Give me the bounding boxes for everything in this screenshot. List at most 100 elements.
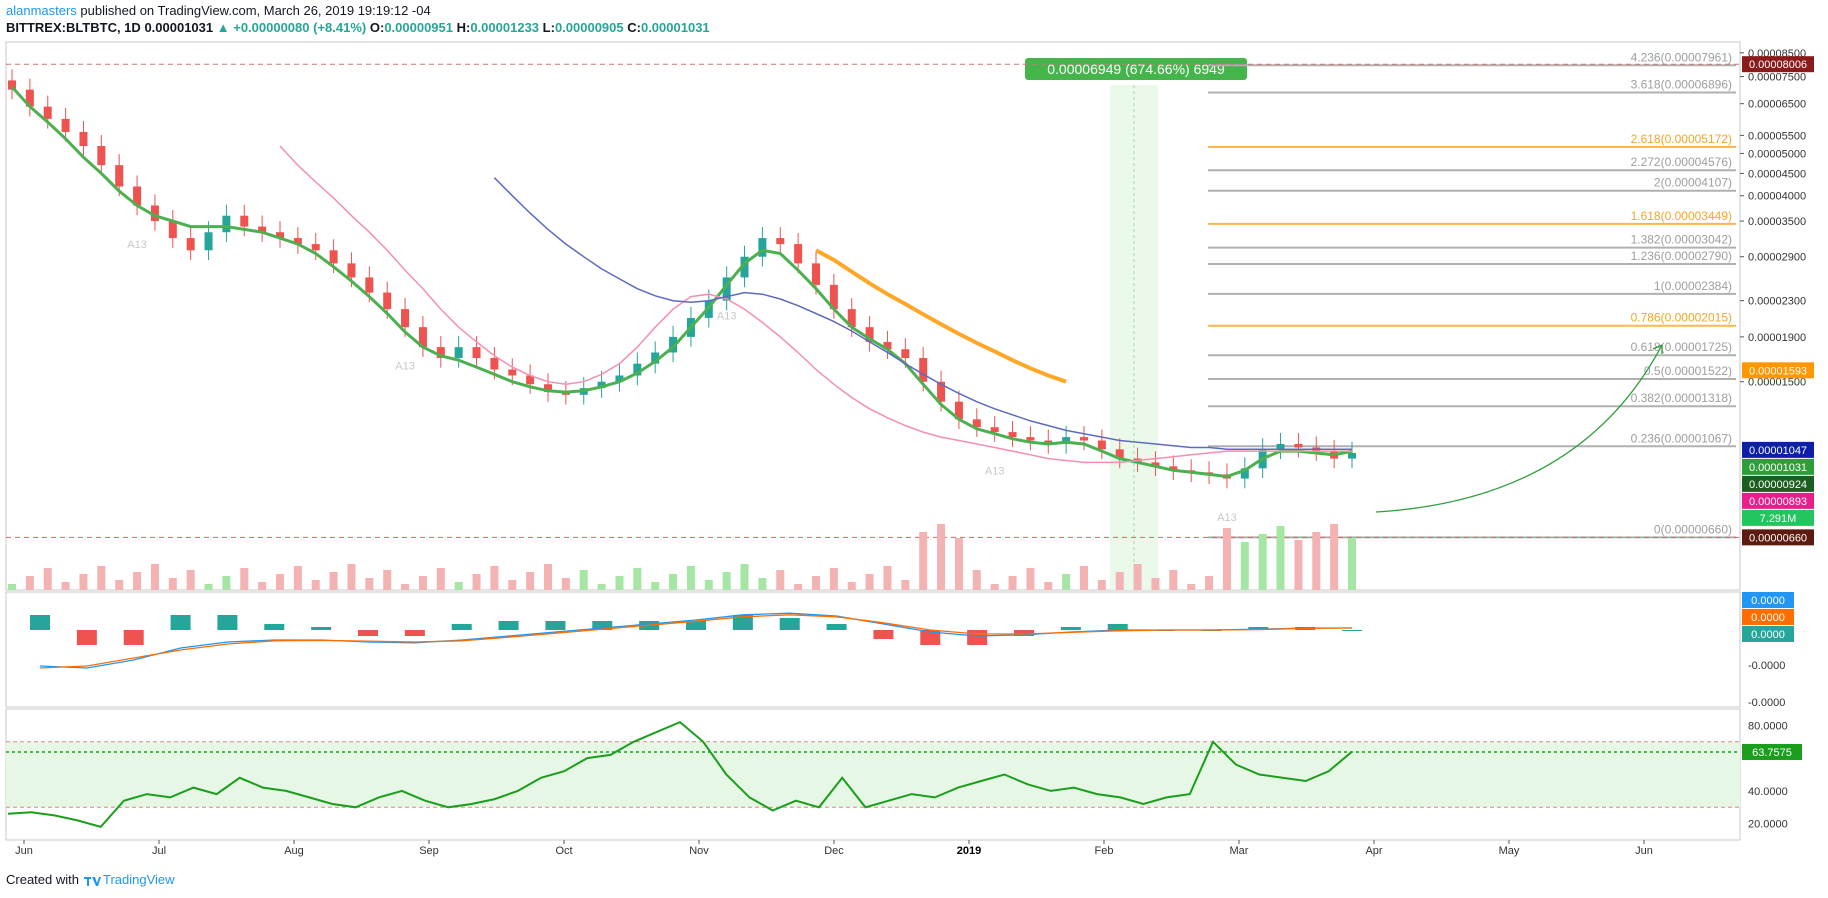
low-label: L: (542, 20, 555, 35)
volume-bar (597, 584, 606, 590)
volume-bar (1348, 538, 1356, 590)
sma-fast-line (10, 85, 1353, 479)
volume-bar (311, 580, 320, 590)
volume-bar (1187, 584, 1196, 590)
symbol-label[interactable]: BITTREX:BLTBTC, 1D (6, 20, 141, 35)
close-label: C: (627, 20, 641, 35)
signal-marker: A13 (127, 239, 147, 251)
candle-body (258, 226, 267, 233)
candle-body (1276, 443, 1285, 450)
volume-bar (1097, 580, 1106, 590)
volume-bar (1062, 574, 1071, 590)
candle-body (186, 238, 195, 251)
macd-histogram-bar (76, 630, 97, 645)
macd-tag (1742, 592, 1794, 608)
volume-bar (436, 568, 445, 590)
fib-level-label: 2(0.00004107) (1654, 176, 1732, 190)
candle-body (150, 205, 159, 222)
candle-body (365, 277, 374, 293)
price-range-badge (1025, 58, 1247, 80)
time-axis-label: Dec (824, 845, 844, 857)
candle-body (311, 244, 320, 251)
candle-body (972, 419, 981, 428)
volume-bar (61, 582, 70, 590)
price-tag (1742, 529, 1814, 546)
candle-body (544, 384, 552, 393)
price-axis-label: 0.00005000 (1748, 148, 1806, 160)
high-value: 0.00001233 (470, 20, 540, 35)
candle-body (25, 89, 34, 107)
fib-level-label: 1(0.00002384) (1654, 279, 1732, 293)
volume-bar (454, 582, 463, 590)
signal-marker: A13 (985, 465, 1005, 477)
macd-histogram-bar (826, 624, 847, 630)
price-tag (1742, 362, 1814, 379)
volume-bar (1044, 582, 1053, 590)
author-link[interactable]: alanmasters (6, 3, 77, 18)
volume-bar (222, 576, 231, 590)
macd-axis-label: -0.0000 (1748, 697, 1785, 709)
candle-body (812, 263, 820, 285)
candle-body (615, 375, 624, 382)
price-tag (1742, 56, 1814, 73)
price-change: ▲ +0.00000080 (+8.41%) (216, 20, 367, 35)
price-tag (1742, 492, 1814, 509)
macd-pane[interactable] (30, 612, 1362, 669)
volume-bar (329, 572, 338, 590)
candle-body (829, 284, 838, 310)
price-axis-label: 0.00003500 (1748, 216, 1806, 228)
fib-level-label: 1.382(0.00003042) (1631, 233, 1732, 247)
macd-tag-label: 0.0000 (1751, 629, 1785, 641)
open-value: 0.00000951 (384, 20, 453, 35)
time-axis-label: Nov (689, 845, 709, 857)
candle-body (133, 186, 142, 206)
candle-body (115, 165, 124, 187)
volume-bar (1008, 576, 1017, 590)
fib-level-label: 2.618(0.00005172) (1631, 132, 1732, 146)
signal-marker: A13 (1217, 512, 1237, 524)
macd-tag (1742, 609, 1794, 625)
volume-bar (97, 566, 106, 590)
time-axis-label: Sep (419, 845, 439, 857)
volume-bar (686, 566, 695, 590)
signal-marker: A13 (395, 360, 415, 372)
candle-body (1151, 462, 1160, 467)
candle-body (222, 215, 231, 233)
volume-bar (865, 574, 874, 590)
macd-histogram-bar (873, 630, 894, 639)
candle-body (776, 238, 785, 245)
volume-bar (972, 570, 981, 590)
volume-bar (204, 584, 213, 590)
candle-body (329, 250, 338, 264)
price-tag-label: 0.00000924 (1749, 479, 1807, 491)
fib-level-label: 0.786(0.00002015) (1631, 311, 1732, 325)
rsi-pane[interactable] (6, 720, 1740, 829)
volume-bar (1240, 542, 1249, 590)
rsi-last-tag (1742, 743, 1802, 760)
candle-body (61, 118, 70, 132)
volume-bar (883, 566, 892, 590)
macd-histogram-bar (1248, 627, 1269, 630)
price-axis-label: 0.00004500 (1748, 168, 1806, 180)
rsi-axis-label: 40.0000 (1748, 786, 1788, 798)
price-tag-label: 0.00000660 (1749, 532, 1807, 544)
low-value: 0.00000905 (554, 20, 624, 35)
candle-body (633, 363, 642, 376)
volume-bar (347, 564, 356, 590)
projection-arrow (1375, 344, 1663, 513)
volume-bar (1115, 572, 1124, 590)
volume-bar (669, 574, 678, 590)
volume-bar (186, 570, 195, 590)
macd-histogram-bar (123, 630, 144, 645)
tradingview-link[interactable]: TradingView (102, 872, 175, 887)
volume-bar (704, 580, 713, 590)
price-axis-label: 0.00005500 (1748, 130, 1806, 142)
macd-histogram-bar (264, 624, 285, 630)
price-pane[interactable]: 0.00006949 (674.66%) 6949 4.236(0.0000796… (6, 50, 1740, 590)
rsi-last-label: 63.7575 (1752, 747, 1792, 759)
open-label: O: (369, 20, 385, 35)
candle-body (901, 349, 910, 358)
time-axis-label: Jul (152, 845, 166, 857)
volume-bar (168, 578, 177, 590)
